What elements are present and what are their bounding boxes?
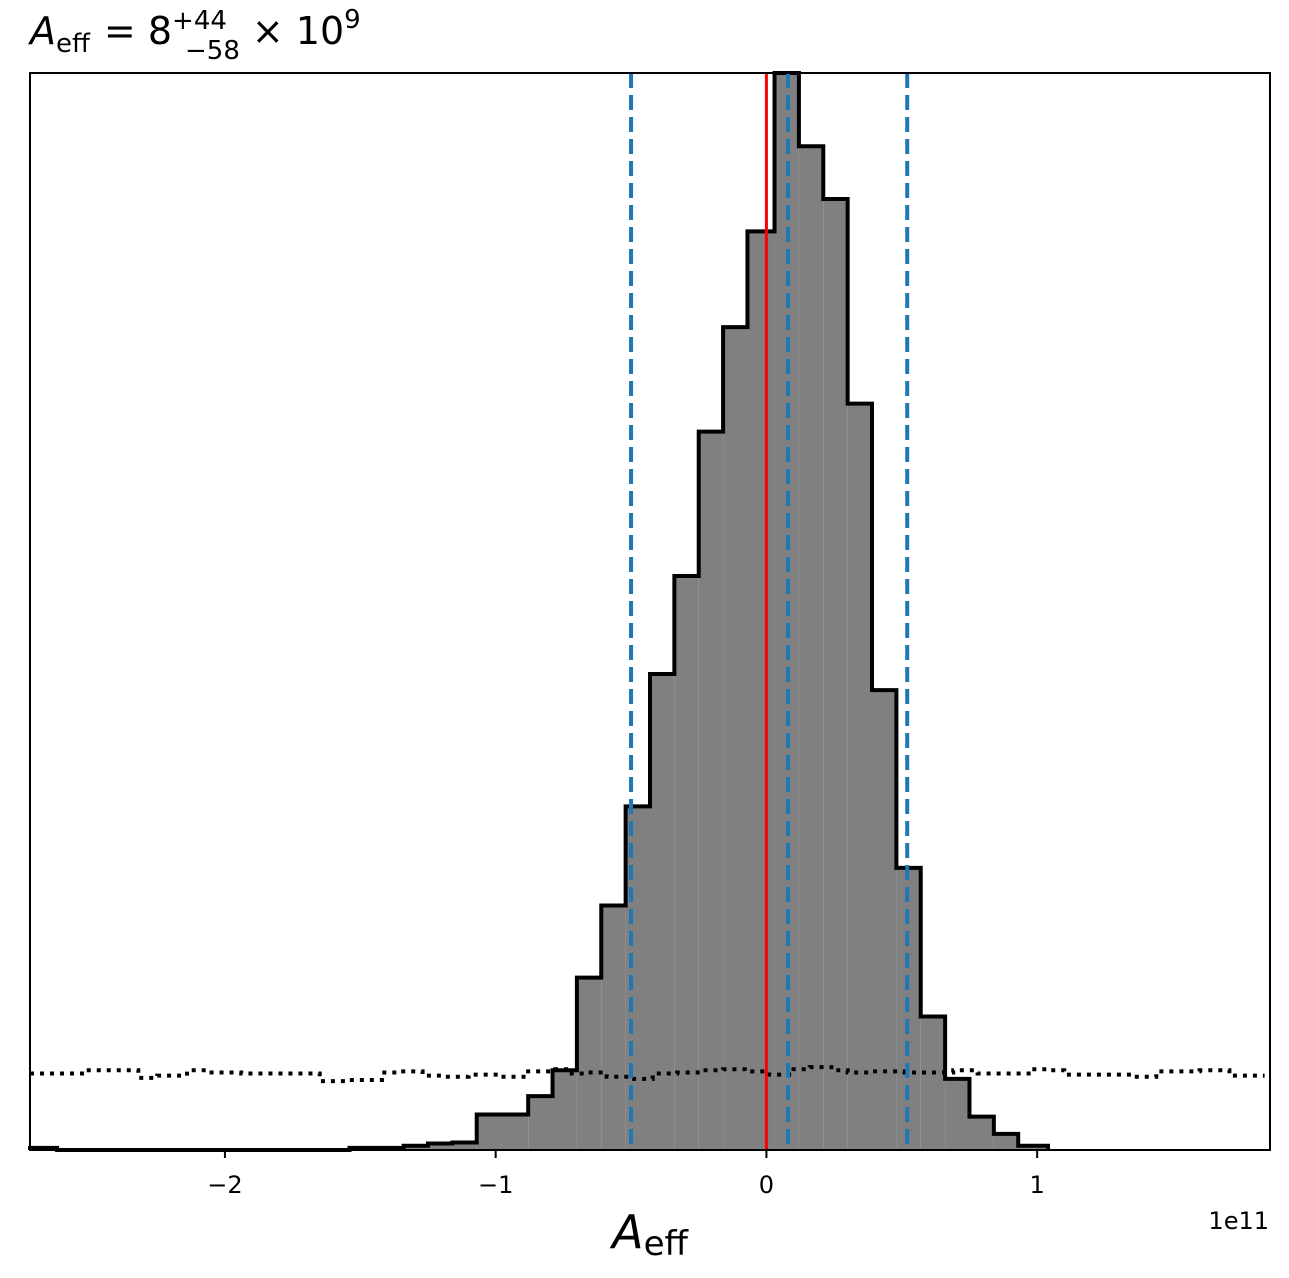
axes-frame	[29, 72, 1271, 1151]
histogram-bar	[403, 1145, 428, 1150]
title-symbol: A	[27, 9, 56, 53]
histogram-bar	[798, 146, 824, 1151]
histogram-bar	[476, 1114, 529, 1150]
histogram-bar	[452, 1142, 477, 1150]
posterior-histogram	[28, 71, 1050, 1152]
histogram-bar	[969, 1116, 994, 1150]
histogram-bar	[823, 199, 848, 1150]
histogram-bar	[993, 1133, 1019, 1150]
histogram-bar	[920, 1016, 946, 1150]
histogram-bar	[674, 575, 699, 1150]
histogram-bar	[698, 431, 724, 1150]
title-subscript: eff	[56, 29, 91, 59]
reference-lines	[629, 73, 910, 1150]
x-offset-text: 1e11	[1208, 1207, 1269, 1235]
histogram-outline	[28, 71, 1050, 1152]
x-axis-label: Aeff	[609, 1205, 689, 1264]
histogram-bar	[747, 231, 775, 1151]
title-equals: = 8	[104, 9, 172, 53]
chart-title: Aeff = 8+44 −58 × 109	[27, 5, 361, 66]
histogram-bar	[723, 327, 748, 1150]
xlabel-symbol: A	[609, 1205, 643, 1259]
title-exponent: 9	[344, 5, 361, 35]
histogram-bar	[528, 1096, 553, 1150]
prior-histogram	[30, 1065, 1265, 1084]
histogram-bar	[552, 1070, 577, 1150]
histogram-bar	[872, 690, 897, 1150]
histogram-bar	[650, 673, 675, 1150]
histogram-bar	[945, 1078, 970, 1150]
title-sub-error: −58	[185, 36, 240, 66]
histogram-bar	[1018, 1145, 1048, 1150]
x-tick-label: 1	[1030, 1171, 1045, 1199]
x-tick-label: 0	[759, 1171, 774, 1199]
histogram-bar	[576, 977, 602, 1150]
x-axis-ticks: −2 −1 0 1	[207, 1150, 1045, 1199]
title-times: × 10	[252, 9, 344, 53]
x-tick-label: −2	[207, 1171, 242, 1199]
xlabel-subscript: eff	[644, 1224, 690, 1264]
histogram-bar	[427, 1143, 453, 1150]
prior-step-line	[30, 1065, 1265, 1084]
histogram-bar	[847, 403, 873, 1150]
title-sup-error: +44	[172, 6, 227, 36]
histogram-bar	[601, 905, 626, 1150]
x-tick-label: −1	[478, 1171, 513, 1199]
